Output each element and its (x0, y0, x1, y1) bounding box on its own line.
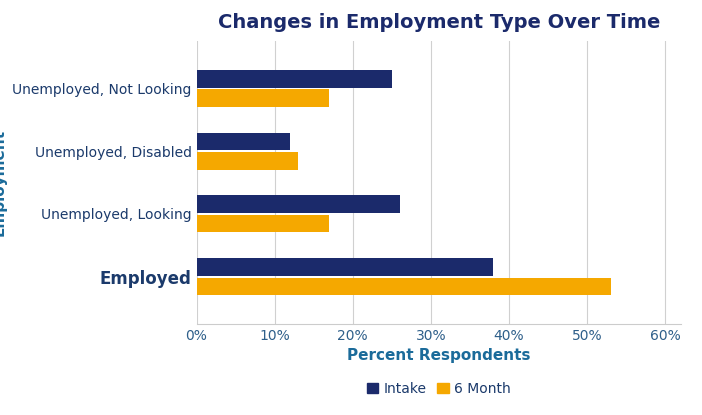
Bar (197, 70, 392, 88)
Bar (197, 258, 494, 276)
Y-axis label: Employment: Employment (0, 129, 7, 236)
Legend: Intake, 6 Month: Intake, 6 Month (361, 376, 517, 401)
Bar (197, 133, 291, 150)
Bar (197, 195, 399, 213)
Title: Changes in Employment Type Over Time: Changes in Employment Type Over Time (218, 12, 660, 32)
Bar (197, 215, 329, 232)
Bar (197, 152, 298, 170)
X-axis label: Percent Respondents: Percent Respondents (347, 348, 531, 363)
Bar (197, 90, 329, 107)
Bar (197, 278, 611, 295)
